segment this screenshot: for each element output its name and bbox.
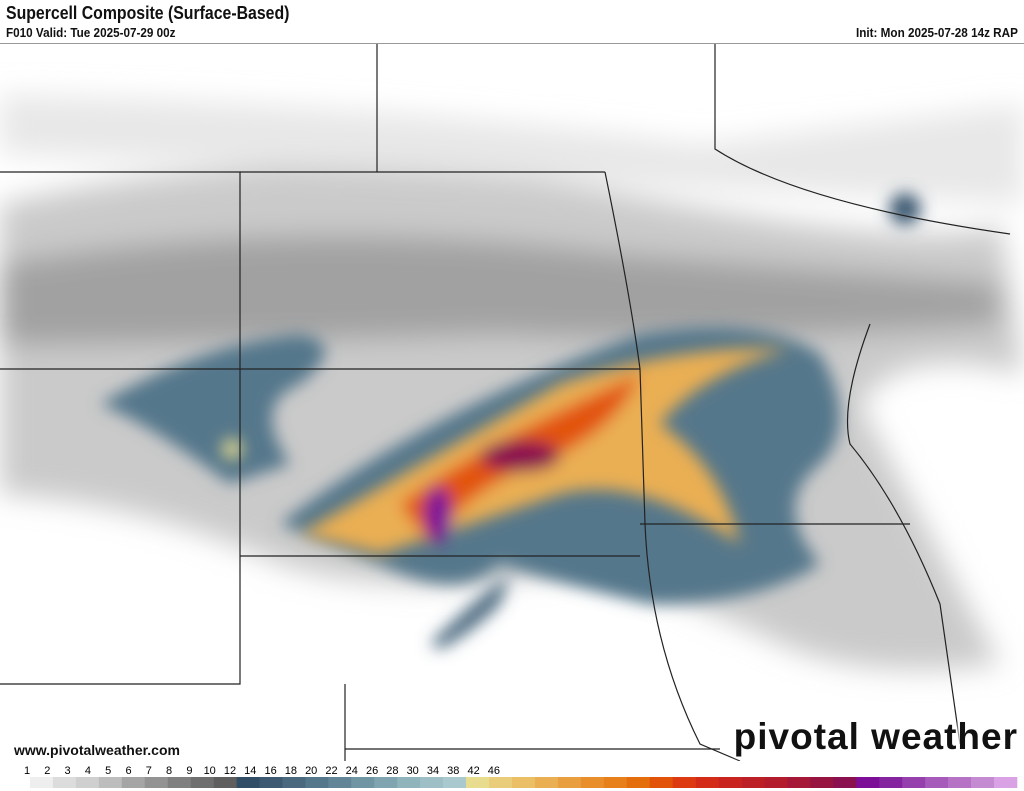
legend-swatch [580,777,605,788]
legend-tick-label: 34 [427,765,439,777]
legend-swatch [374,777,398,788]
field-warm [222,348,790,554]
legend-swatch [443,777,467,788]
legend-swatch [190,777,214,788]
legend-swatch [305,777,329,788]
legend-tick-label: 5 [105,765,111,777]
color-legend: 1 2 3 4 5 6 7 8 9 10 12 14 16 18 20 22 24 26 28 30 34 38 42 46 [7,765,1018,788]
legend-swatch [7,777,31,788]
legend-swatch [833,777,857,788]
legend-tick-label: 30 [407,765,419,777]
legend-tick-label: 38 [447,765,459,777]
legend-swatch [397,777,421,788]
legend-swatch [764,777,788,788]
legend-tick-label: 6 [125,765,131,777]
legend-tick-label: 20 [305,765,317,777]
legend-swatch [902,777,926,788]
legend-swatch [557,777,582,788]
legend-swatch [856,777,880,788]
init-time: Init: Mon 2025-07-28 14z RAP [856,25,1018,40]
legend-swatch [925,777,949,788]
legend-swatch [29,777,54,788]
legend-swatch [259,777,283,788]
legend-tick-label: 3 [65,765,71,777]
legend-swatch [121,777,146,788]
valid-time: F010 Valid: Tue 2025-07-29 00z [6,25,176,40]
legend-tick-label: 26 [366,765,378,777]
legend-tick-label: 18 [285,765,297,777]
legend-swatch [75,777,100,788]
pivotal-weather-logo: pivotal weather [733,716,1018,757]
legend-swatch [236,777,260,788]
map-title: Supercell Composite (Surface-Based) [6,3,290,23]
legend-tick-label: 14 [244,765,256,777]
legend-tick-label: 2 [44,765,50,777]
state-borders [0,44,1011,761]
legend-swatch [948,777,972,788]
legend-tick-label: 46 [488,765,500,777]
legend-swatch [98,777,123,788]
legend-swatch [718,777,742,788]
legend-swatch [144,777,168,788]
legend-tick-label: 42 [467,765,479,777]
legend-tick-label: 10 [204,765,216,777]
legend-swatch [534,777,559,788]
legend-tick-label: 4 [85,765,91,777]
legend-swatch [512,777,536,788]
weather-map[interactable] [0,43,1024,761]
legend-swatch [741,777,765,788]
legend-swatch [351,777,375,788]
legend-swatch [971,777,995,788]
legend-tick-label: 24 [346,765,358,777]
legend-tick-label: 8 [166,765,172,777]
legend-swatch [994,777,1018,788]
legend-swatch [167,777,191,788]
legend-tick-label: 7 [146,765,152,777]
legend-swatch [328,777,352,788]
legend-tick-label: 28 [386,765,398,777]
legend-tick-label: 9 [186,765,192,777]
legend-swatch [810,777,834,788]
legend-swatch [787,777,811,788]
website-url: www.pivotalweather.com [14,742,180,758]
legend-tick-label: 12 [224,765,236,777]
legend-swatch [695,777,719,788]
legend-swatch [213,777,237,788]
legend-swatch [603,777,628,788]
legend-swatch [649,777,673,788]
legend-swatch [626,777,651,788]
legend-tick-label: 16 [264,765,276,777]
legend-swatch [420,777,444,788]
legend-swatch [282,777,306,788]
legend-swatch [466,777,490,788]
legend-swatch [879,777,903,788]
legend-swatch [672,777,696,788]
legend-swatch [52,777,77,788]
legend-swatch [489,777,513,788]
legend-tick-label: 22 [325,765,337,777]
legend-tick-label: 1 [24,765,30,777]
